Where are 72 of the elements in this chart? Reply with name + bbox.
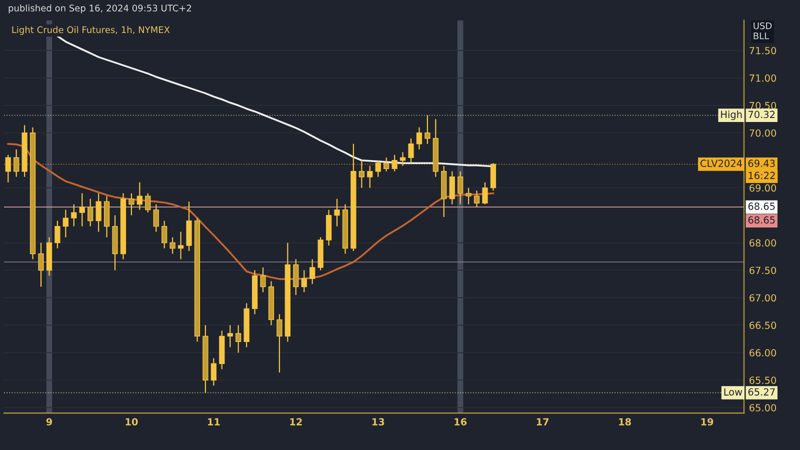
y-tick-label: 67.50 (750, 266, 776, 274)
x-tick-label: 9 (46, 418, 52, 426)
candlestick (227, 324, 233, 348)
x-tick-label: 13 (372, 418, 384, 426)
candlestick (145, 192, 151, 214)
candlestick (474, 190, 480, 208)
candlestick (449, 170, 455, 205)
ref-line-label: 65.27 (748, 388, 775, 396)
x-tick-label: 18 (619, 418, 631, 426)
candlestick (260, 266, 266, 293)
x-tick-label: 19 (701, 418, 714, 426)
candlestick (38, 242, 44, 288)
candlestick (424, 114, 430, 144)
candlestick (408, 138, 414, 164)
candlestick (178, 231, 184, 260)
annotation: Low (724, 388, 742, 396)
annotation: 16:22 (748, 172, 775, 180)
candlestick (236, 324, 242, 354)
candlestick (88, 198, 94, 227)
x-tick-label: 17 (536, 418, 549, 426)
candlestick (162, 220, 168, 249)
candlestick (490, 162, 496, 192)
y-tick-label: 71.00 (750, 74, 776, 82)
candlestick (96, 192, 102, 232)
annotation: High (721, 110, 742, 120)
candlestick (466, 187, 472, 205)
candlestick (14, 148, 20, 178)
y-tick-label: 67.00 (750, 294, 776, 302)
y-tick-label: 68.00 (750, 239, 776, 247)
candlestick (54, 220, 60, 249)
candlestick (310, 258, 316, 285)
candlestick (210, 358, 216, 386)
x-tick-label: 12 (290, 418, 302, 426)
candlestick (136, 182, 142, 210)
y-tick-label: 66.00 (750, 349, 776, 356)
candlestick (375, 160, 381, 178)
candlestick (301, 270, 307, 293)
ref-line-label: 68.65 (748, 216, 775, 224)
candlestick (416, 126, 422, 150)
candlestick (62, 209, 68, 238)
ref-line-label: 70.32 (748, 110, 775, 118)
x-tick-label: 11 (208, 418, 220, 426)
candlestick (5, 154, 11, 183)
x-tick-label: 10 (126, 418, 138, 426)
y-tick-label: 66.50 (750, 322, 776, 330)
y-tick-label: 65.00 (750, 404, 776, 412)
y-tick-label: 70.00 (750, 129, 776, 137)
x-tick-label: 16 (454, 418, 467, 426)
y-tick-label: 70.50 (750, 102, 776, 110)
candlestick (79, 192, 85, 227)
candlestick (293, 258, 299, 296)
candlestick (153, 204, 159, 232)
y-tick-label: 65.50 (750, 376, 776, 384)
y-tick-label: 69.00 (750, 184, 776, 192)
y-axis-title: USD BLL (754, 22, 772, 40)
candlestick (482, 182, 488, 205)
candlestick (170, 236, 176, 254)
candlestick (458, 170, 464, 205)
candlestick (358, 160, 364, 188)
candlestick (367, 165, 373, 188)
candlestick (384, 157, 390, 172)
candlestick (128, 192, 134, 216)
candlestick (392, 154, 398, 172)
annotation: CLV2024 (700, 160, 742, 168)
candlestick (334, 198, 340, 227)
candlestick (71, 204, 77, 227)
text: published on Sep 16, 2024 09:53 UTC+2 (8, 4, 192, 14)
ref-line-label: 68.65 (748, 202, 775, 210)
y-tick-label: 71.50 (750, 46, 776, 54)
candlestick (276, 314, 282, 373)
text: Light Crude Oil Futures, 1h, NYMEX (12, 26, 170, 35)
ref-line-label: 69.43 (748, 160, 775, 168)
